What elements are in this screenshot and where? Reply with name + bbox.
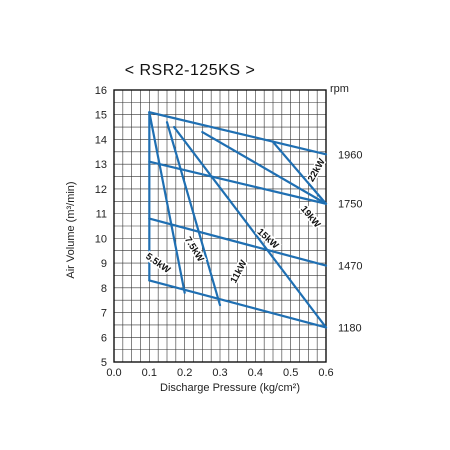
power-line-22kw bbox=[271, 140, 328, 205]
rpm-label: 1960 bbox=[338, 149, 362, 161]
y-tick-label: 9 bbox=[101, 258, 107, 270]
speed-line-1180 bbox=[148, 279, 328, 329]
power-label-22kw: 22kW bbox=[306, 157, 328, 184]
x-tick-label: 0.6 bbox=[318, 367, 333, 379]
y-tick-label: 12 bbox=[95, 184, 107, 196]
power-line-19kw bbox=[201, 130, 328, 205]
speed-line-1960 bbox=[148, 111, 328, 156]
x-tick-label: 0.1 bbox=[142, 367, 157, 379]
y-tick-label: 8 bbox=[101, 283, 107, 295]
power-line-15kw bbox=[172, 125, 328, 329]
x-tick-label: 0.5 bbox=[283, 367, 298, 379]
y-tick-label: 11 bbox=[96, 209, 107, 221]
power-label-5-5kw: 5.5kW bbox=[143, 251, 172, 276]
rpm-label: 1180 bbox=[338, 322, 362, 334]
y-tick-label: 10 bbox=[95, 233, 107, 245]
speed-line-1750 bbox=[148, 160, 328, 205]
plot-frame bbox=[113, 89, 327, 363]
y-tick-label: 14 bbox=[95, 134, 107, 146]
right-axis-title: rpm bbox=[330, 83, 349, 95]
chart-title: < RSR2-125KS > bbox=[124, 62, 256, 79]
x-tick-label: 0.3 bbox=[212, 367, 227, 379]
x-axis-label: Discharge Pressure (kg/cm²) bbox=[160, 382, 300, 394]
y-tick-label: 5 bbox=[101, 357, 107, 369]
y-tick-label: 13 bbox=[95, 159, 107, 171]
speed-line-1470 bbox=[148, 217, 328, 267]
x-tick-label: 0.2 bbox=[177, 367, 192, 379]
rpm-label: 1750 bbox=[338, 199, 362, 211]
x-tick-label: 0.0 bbox=[106, 367, 121, 379]
power-line-11kw bbox=[165, 121, 222, 307]
rpm-label: 1470 bbox=[338, 261, 362, 273]
y-tick-label: 15 bbox=[95, 110, 107, 122]
x-tick-label: 0.4 bbox=[248, 367, 263, 379]
y-tick-label: 16 bbox=[95, 85, 107, 97]
power-line-7-5kw bbox=[148, 111, 186, 294]
y-tick-label: 7 bbox=[101, 308, 107, 320]
y-tick-label: 6 bbox=[101, 332, 107, 344]
